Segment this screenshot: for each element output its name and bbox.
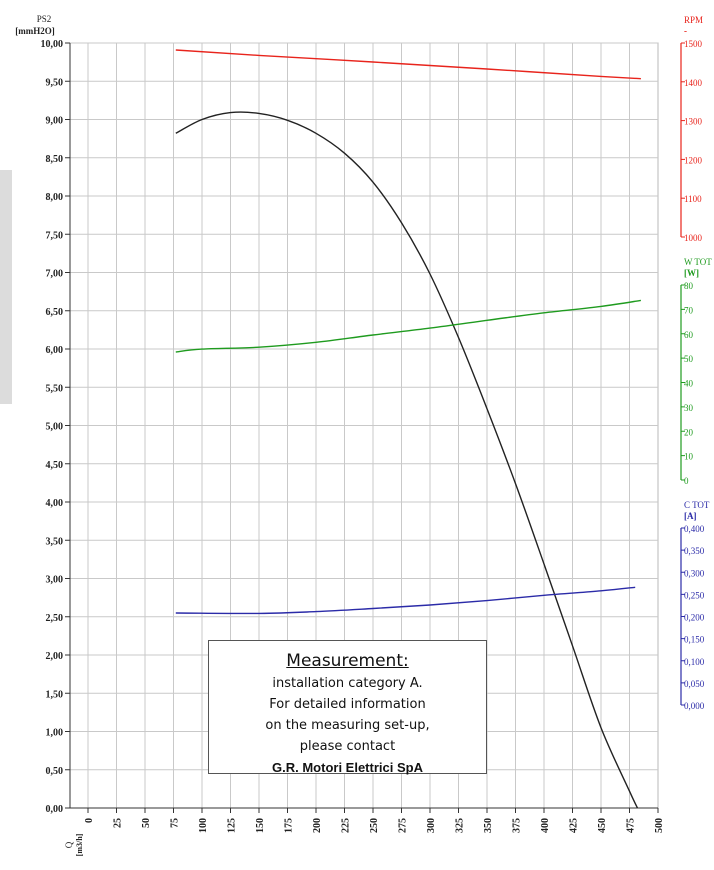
bottom-axis-tick-label: 400 <box>540 818 551 833</box>
rpm-axis-tick-label: 1400 <box>684 78 703 88</box>
bottom-axis-tick-label: 150 <box>255 818 266 833</box>
left-axis-tick-label: 6,50 <box>46 307 64 318</box>
w-axis-tick-label: 10 <box>684 452 694 462</box>
c-axis-tick-label: 0,050 <box>684 679 705 689</box>
c-axis-label: C TOT <box>684 500 710 510</box>
c-axis-tick-label: 0,400 <box>684 524 705 534</box>
rpm-axis-tick-label: 1000 <box>684 233 703 243</box>
c-axis-tick-label: 0,300 <box>684 568 705 578</box>
c-axis-unit: [A] <box>684 511 697 521</box>
measurement-note: Measurement: installation category A. Fo… <box>208 640 487 775</box>
left-axis-tick-label: 3,00 <box>46 575 64 586</box>
bottom-axis-tick-label: 275 <box>398 818 409 833</box>
w-axis-tick-label: 0 <box>684 476 689 486</box>
bottom-axis-tick-label: 125 <box>227 818 238 833</box>
left-axis-tick-label: 2,50 <box>46 613 64 624</box>
rpm-axis-unit: - <box>684 26 687 36</box>
w-axis-tick-label: 70 <box>684 305 694 315</box>
left-axis-tick-label: 1,50 <box>46 689 64 700</box>
c-axis-tick-label: 0,000 <box>684 701 705 711</box>
left-axis-tick-label: 3,50 <box>46 536 64 547</box>
w-axis-tick-label: 60 <box>684 330 694 340</box>
note-line: installation category A. <box>272 676 423 691</box>
c-axis-tick-label: 0,200 <box>684 613 705 623</box>
w-axis-tick-label: 80 <box>684 281 694 291</box>
w-axis-label: W TOT <box>684 257 712 267</box>
rpm-axis-tick-label: 1200 <box>684 155 703 165</box>
bottom-axis-tick-label: 200 <box>312 818 323 833</box>
bottom-axis-tick-label: 300 <box>426 818 437 833</box>
grid <box>69 42 659 809</box>
left-axis-tick-label: 0,00 <box>46 804 64 815</box>
power-curve <box>175 299 642 353</box>
bottom-axis-tick-label: 350 <box>483 818 494 833</box>
left-axis-tick-label: 6,00 <box>46 345 64 356</box>
left-axis-tick-label: 9,50 <box>46 77 64 88</box>
left-axis-tick-label: 7,50 <box>46 230 64 241</box>
left-axis-tick-label: 5,50 <box>46 383 64 394</box>
left-axis-tick-label: 9,00 <box>46 116 64 127</box>
note-line: on the measuring set-up, <box>265 718 430 733</box>
rpm-axis-label: RPM <box>684 15 703 25</box>
bottom-axis-tick-label: 450 <box>597 818 608 833</box>
note-title: Measurement: <box>286 651 409 671</box>
note-line: please contact <box>299 739 396 754</box>
bottom-axis-tick-label: 25 <box>113 818 124 828</box>
bottom-axis-tick-label: 175 <box>284 818 295 833</box>
left-axis-tick-label: 7,00 <box>46 269 64 280</box>
left-axis-label: PS2 <box>37 14 52 24</box>
left-axis-tick-label: 4,50 <box>46 460 64 471</box>
rpm-axis-tick-label: 1500 <box>684 39 703 49</box>
w-axis-tick-label: 20 <box>684 427 694 437</box>
bottom-axis-label: Q <box>64 841 74 848</box>
bottom-axis-tick-label: 325 <box>455 818 466 833</box>
axes: 0,00 0,50 1,00 1,50 2,00 2,50 3,00 3,50 4,00 4,50… <box>15 14 712 856</box>
w-axis-tick-label: 40 <box>684 379 694 389</box>
ps2-curve <box>175 111 639 809</box>
c-axis-tick-label: 0,150 <box>684 635 705 645</box>
note-line: For detailed information <box>269 697 426 712</box>
bottom-axis-tick-label: 425 <box>569 818 580 833</box>
bottom-axis-tick-label: 500 <box>654 818 665 833</box>
c-axis-tick-label: 0,350 <box>684 546 705 556</box>
bottom-axis-tick-label: 50 <box>141 818 152 828</box>
c-axis-tick-label: 0,100 <box>684 657 705 667</box>
bottom-axis-tick-label: 75 <box>170 818 181 828</box>
note-company: G.R. Motori Elettrici SpA <box>272 760 423 775</box>
left-axis-tick-label: 10,00 <box>41 39 64 50</box>
bottom-axis-unit: [m3/h] <box>75 833 84 856</box>
bottom-axis-tick-label: 0 <box>84 818 95 823</box>
left-axis-tick-label: 8,50 <box>46 154 64 165</box>
bottom-axis-tick-label: 375 <box>512 818 523 833</box>
rpm-curve <box>175 49 641 80</box>
series-group <box>175 49 642 809</box>
left-axis-tick-label: 4,00 <box>46 498 64 509</box>
rpm-axis-tick-label: 1100 <box>684 194 702 204</box>
left-axis-tick-label: 8,00 <box>46 192 64 203</box>
bottom-axis-tick-label: 475 <box>626 818 637 833</box>
left-axis-tick-label: 2,00 <box>46 651 64 662</box>
bottom-axis-tick-label: 250 <box>369 818 380 833</box>
left-edge-strip <box>0 170 12 404</box>
w-axis-tick-label: 50 <box>684 354 694 364</box>
left-axis-unit: [mmH2O] <box>15 26 55 36</box>
c-axis-tick-label: 0,250 <box>684 590 705 600</box>
left-axis-tick-label: 1,00 <box>46 728 64 739</box>
w-axis-tick-label: 30 <box>684 403 694 413</box>
left-axis-tick-label: 0,50 <box>46 766 64 777</box>
bottom-axis-tick-label: 225 <box>341 818 352 833</box>
left-axis-tick-label: 5,00 <box>46 422 64 433</box>
current-curve <box>175 586 636 615</box>
rpm-axis-tick-label: 1300 <box>684 117 703 127</box>
bottom-axis-tick-label: 100 <box>198 818 209 833</box>
w-axis-unit: [W] <box>684 268 699 278</box>
